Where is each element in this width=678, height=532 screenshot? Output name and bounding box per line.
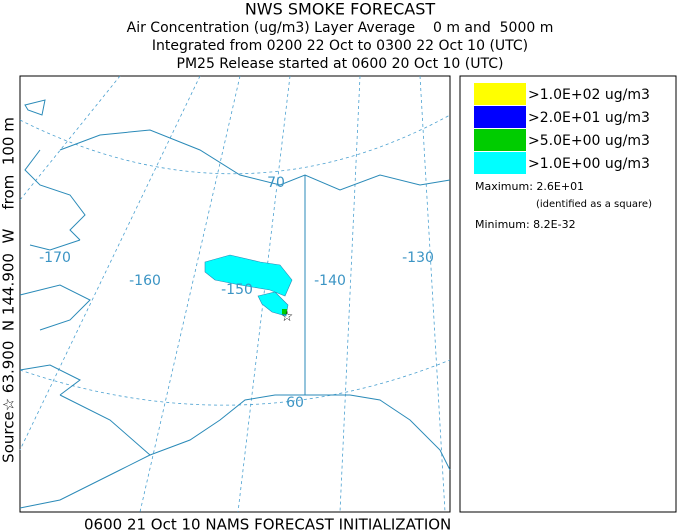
source-star: ☆ bbox=[281, 309, 294, 325]
legend: >1.0E+02 ug/m3 >2.0E+01 ug/m3 >5.0E+00 ug/… bbox=[474, 83, 652, 231]
legend-label: >5.0E+00 ug/m3 bbox=[528, 133, 650, 149]
legend-swatch bbox=[474, 152, 526, 174]
minimum: Minimum: 8.2E-32 bbox=[475, 218, 576, 231]
map-label: 70 bbox=[267, 175, 285, 191]
map-label: -150 bbox=[221, 282, 253, 298]
legend-frame bbox=[459, 75, 677, 513]
subtitle: Integrated from 0200 22 Oct to 0300 22 O… bbox=[152, 38, 528, 54]
map-label: -170 bbox=[39, 250, 71, 266]
legend-label: >1.0E+02 ug/m3 bbox=[528, 87, 650, 103]
smoke-plume bbox=[204, 254, 293, 317]
title: NWS SMOKE FORECAST bbox=[245, 0, 436, 19]
map-labels: -170 -160 -150 -140 -130 70 60 bbox=[39, 175, 434, 411]
subtitle: Air Concentration (ug/m3) Layer Average … bbox=[127, 20, 554, 36]
max-square bbox=[282, 309, 287, 314]
maximum: Maximum: 2.6E+01 bbox=[475, 180, 584, 193]
subtitle: PM25 Release started at 0600 20 Oct 10 (… bbox=[177, 56, 504, 72]
legend-label: >1.0E+00 ug/m3 bbox=[528, 156, 650, 172]
legend-swatch bbox=[474, 106, 526, 128]
maximum-note: (identified as a square) bbox=[536, 199, 652, 210]
source-label: Source☆ 63.900 N 144.900 W from 100 m bbox=[0, 117, 18, 463]
coastline bbox=[19, 99, 451, 509]
map-label: -160 bbox=[129, 273, 161, 289]
legend-label: >2.0E+01 ug/m3 bbox=[528, 110, 650, 126]
map-label: 60 bbox=[286, 395, 304, 411]
graticule bbox=[19, 75, 451, 513]
map-frame bbox=[19, 75, 451, 513]
legend-swatch bbox=[474, 83, 526, 105]
footer: 0600 21 Oct 10 NAMS FORECAST INITIALIZAT… bbox=[84, 516, 451, 532]
map-label: -140 bbox=[314, 273, 346, 289]
map-label: -130 bbox=[402, 250, 434, 266]
legend-swatch bbox=[474, 129, 526, 151]
